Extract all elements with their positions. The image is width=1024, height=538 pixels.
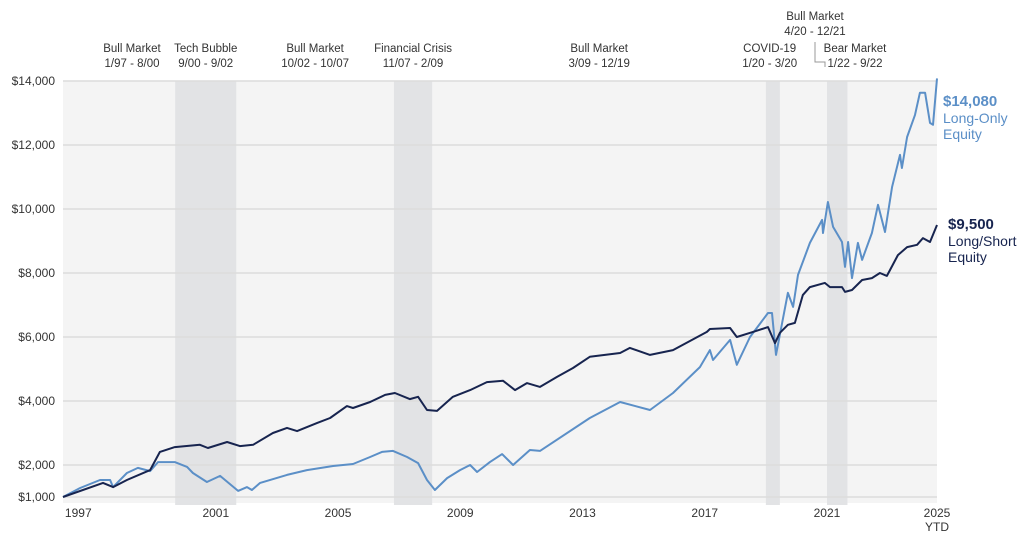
period-shading [175,81,848,505]
period-name: Bull Market [286,43,344,55]
period-range: 4/20 - 12/21 [784,26,845,38]
series-name-label: Long/Short [948,233,1017,249]
period-name: COVID-19 [743,43,796,55]
period-name: Tech Bubble [174,43,237,55]
x-tick-label: 1997 [65,506,92,520]
shaded-period-1 [175,81,237,505]
x-tick-label: 2001 [202,506,229,520]
y-tick-label: $6,000 [18,330,55,344]
shaded-period-3 [393,81,433,505]
y-tick-label: $8,000 [18,266,55,280]
y-axis-tick-labels: $1,000 $2,000 $4,000 $6,000 $8,000 $10,000 $12… [12,74,56,504]
series-name-label: Equity [943,126,982,142]
series-lines [62,78,938,498]
period-range: 9/00 - 9/02 [178,58,233,70]
y-tick-label: $12,000 [12,138,56,152]
period-labels: Bull Market 1/97 - 8/00 Tech Bubble 9/00 - … [103,11,887,70]
y-tick-label: $4,000 [18,394,55,408]
period-range: 1/97 - 8/00 [105,58,160,70]
y-tick-label: $14,000 [12,74,56,88]
x-tick-sublabel: YTD [925,520,949,534]
period-range: 1/20 - 3/20 [742,58,797,70]
period-leader-line [814,42,826,67]
gridlines [63,80,937,498]
y-tick-label: $1,000 [18,490,55,504]
series-line-long-short [62,224,938,498]
shaded-period-5 [765,81,780,505]
x-tick-label: 2013 [569,506,596,520]
series-end-value: $14,080 [943,93,997,110]
shaded-period-7 [826,81,848,505]
x-tick-label: 2025 [924,506,951,520]
series-end-labels: $14,080Long-OnlyEquity$9,500Long/ShortEq… [943,93,1017,265]
y-tick-label: $10,000 [12,202,56,216]
series-end-value: $9,500 [948,216,994,233]
series-name-label: Long-Only [943,110,1008,126]
y-tick-label: $2,000 [18,458,55,472]
x-tick-label: 2005 [325,506,352,520]
period-name: Bull Market [570,43,628,55]
period-range: 1/22 - 9/22 [828,58,883,70]
series-line-long-only [62,78,938,498]
period-range: 11/07 - 2/09 [383,58,444,70]
x-tick-label: 2017 [691,506,718,520]
series-name-label: Equity [948,249,987,265]
period-range: 10/02 - 10/07 [281,58,349,70]
x-tick-label: 2009 [447,506,474,520]
period-name: Financial Crisis [374,43,452,55]
period-range: 3/09 - 12/19 [568,58,629,70]
x-tick-label: 2021 [814,506,841,520]
period-name: Bull Market [786,11,844,23]
period-name: Bear Market [824,43,887,55]
period-name: Bull Market [103,43,161,55]
